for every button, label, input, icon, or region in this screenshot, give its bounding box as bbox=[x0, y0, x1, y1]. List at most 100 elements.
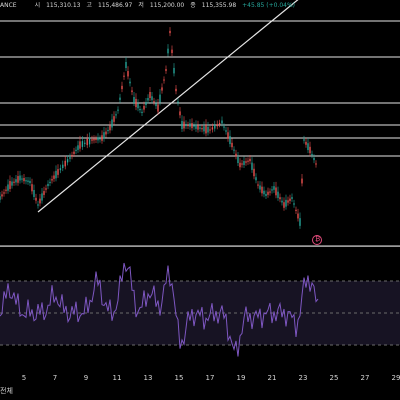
candle-body bbox=[179, 111, 181, 116]
candle-body bbox=[214, 124, 216, 129]
candle-body bbox=[49, 181, 51, 184]
candle-body bbox=[109, 125, 111, 131]
candle-body bbox=[57, 169, 59, 175]
candle-body bbox=[239, 162, 241, 168]
candle-body bbox=[93, 138, 95, 141]
candle-body bbox=[163, 79, 165, 81]
candle-body bbox=[73, 151, 75, 154]
candle-body bbox=[173, 67, 175, 74]
candle-body bbox=[31, 184, 33, 192]
candle-body bbox=[243, 161, 245, 165]
candle-body bbox=[169, 30, 171, 34]
candle-body bbox=[33, 189, 35, 198]
low-value: 115,200.00 bbox=[149, 2, 185, 9]
time-tick: 7 bbox=[52, 374, 58, 382]
candle-body bbox=[29, 180, 31, 184]
candle-body bbox=[151, 96, 153, 101]
time-tick: 27 bbox=[360, 374, 370, 382]
low-label: 저 bbox=[138, 2, 144, 9]
candle-body bbox=[23, 178, 25, 182]
candle-body bbox=[261, 186, 263, 194]
candle-body bbox=[153, 101, 155, 103]
candle-body bbox=[307, 143, 309, 151]
candle-body bbox=[39, 198, 41, 204]
symbol-label: ANCE bbox=[0, 2, 17, 9]
candle-body bbox=[315, 163, 317, 165]
candle-body bbox=[273, 186, 275, 190]
candle-body bbox=[59, 168, 62, 171]
candle-body bbox=[229, 135, 231, 145]
candle-body bbox=[3, 192, 5, 194]
candle-body bbox=[86, 138, 88, 146]
candle-body bbox=[211, 127, 214, 130]
time-tick: 25 bbox=[329, 374, 339, 382]
open-value: 115,310.13 bbox=[46, 2, 81, 9]
candle-body bbox=[218, 123, 221, 125]
candle-body bbox=[129, 81, 131, 84]
time-tick: 9 bbox=[83, 374, 89, 382]
pane-divider bbox=[0, 246, 400, 247]
candle-body bbox=[201, 128, 203, 130]
candle-body bbox=[0, 196, 1, 200]
candle-body bbox=[259, 185, 261, 190]
candle-body bbox=[111, 119, 113, 128]
time-axis: 5 7 9 11 13 15 17 19 21 23 25 27 29 bbox=[0, 366, 400, 400]
candle-body bbox=[133, 96, 135, 104]
candle-body bbox=[309, 146, 311, 154]
candle-body bbox=[221, 120, 223, 124]
candle-body bbox=[79, 141, 81, 149]
horizontal-levels bbox=[0, 20, 400, 247]
close-label: 종 bbox=[190, 2, 196, 9]
candle-body bbox=[123, 75, 125, 77]
candle-body bbox=[223, 126, 225, 128]
candle-body bbox=[43, 191, 45, 195]
rsi-line bbox=[0, 262, 319, 357]
candle-body bbox=[275, 187, 277, 196]
candle-body bbox=[255, 177, 257, 181]
candle-body bbox=[187, 124, 189, 127]
candle-body bbox=[51, 179, 53, 181]
time-tick: 19 bbox=[236, 374, 246, 382]
candle-body bbox=[21, 178, 23, 180]
candle-body bbox=[97, 137, 99, 141]
candle-body bbox=[199, 127, 201, 129]
candle-body bbox=[205, 125, 207, 134]
candle-body bbox=[195, 124, 197, 129]
candle-body bbox=[25, 180, 27, 182]
time-tick: 5 bbox=[21, 374, 27, 382]
candle-body bbox=[75, 149, 77, 151]
candle-body bbox=[185, 123, 187, 127]
candle-body bbox=[165, 69, 167, 71]
candle-body bbox=[137, 103, 139, 109]
high-value: 115,486.97 bbox=[98, 2, 133, 9]
candle-body bbox=[291, 197, 293, 199]
time-tick: 23 bbox=[298, 374, 308, 382]
candle-body bbox=[265, 194, 267, 196]
candle-body bbox=[235, 153, 237, 157]
candle-body bbox=[7, 184, 9, 191]
candle-body bbox=[159, 94, 161, 103]
candle-body bbox=[189, 123, 191, 127]
candle-body bbox=[245, 161, 247, 163]
time-tick: 13 bbox=[143, 374, 153, 382]
trendline bbox=[37, 0, 299, 213]
candle-body bbox=[177, 101, 179, 103]
candle-body bbox=[139, 108, 141, 111]
candle-body bbox=[157, 104, 159, 112]
candle-body bbox=[209, 129, 211, 131]
candle-body bbox=[84, 142, 86, 144]
candle-body bbox=[15, 179, 17, 183]
candle-body bbox=[263, 190, 265, 195]
candle-body bbox=[125, 61, 127, 69]
candle-body bbox=[267, 191, 269, 195]
candle-body bbox=[95, 138, 97, 141]
trendline bbox=[37, 0, 299, 213]
candle-body bbox=[88, 137, 91, 145]
candle-body bbox=[289, 198, 291, 201]
candle-body bbox=[17, 176, 19, 183]
separator bbox=[23, 0, 29, 1]
candle-body bbox=[1, 194, 3, 197]
alert-marker-icon[interactable]: ₿ bbox=[312, 235, 322, 245]
candle-body bbox=[119, 97, 121, 100]
